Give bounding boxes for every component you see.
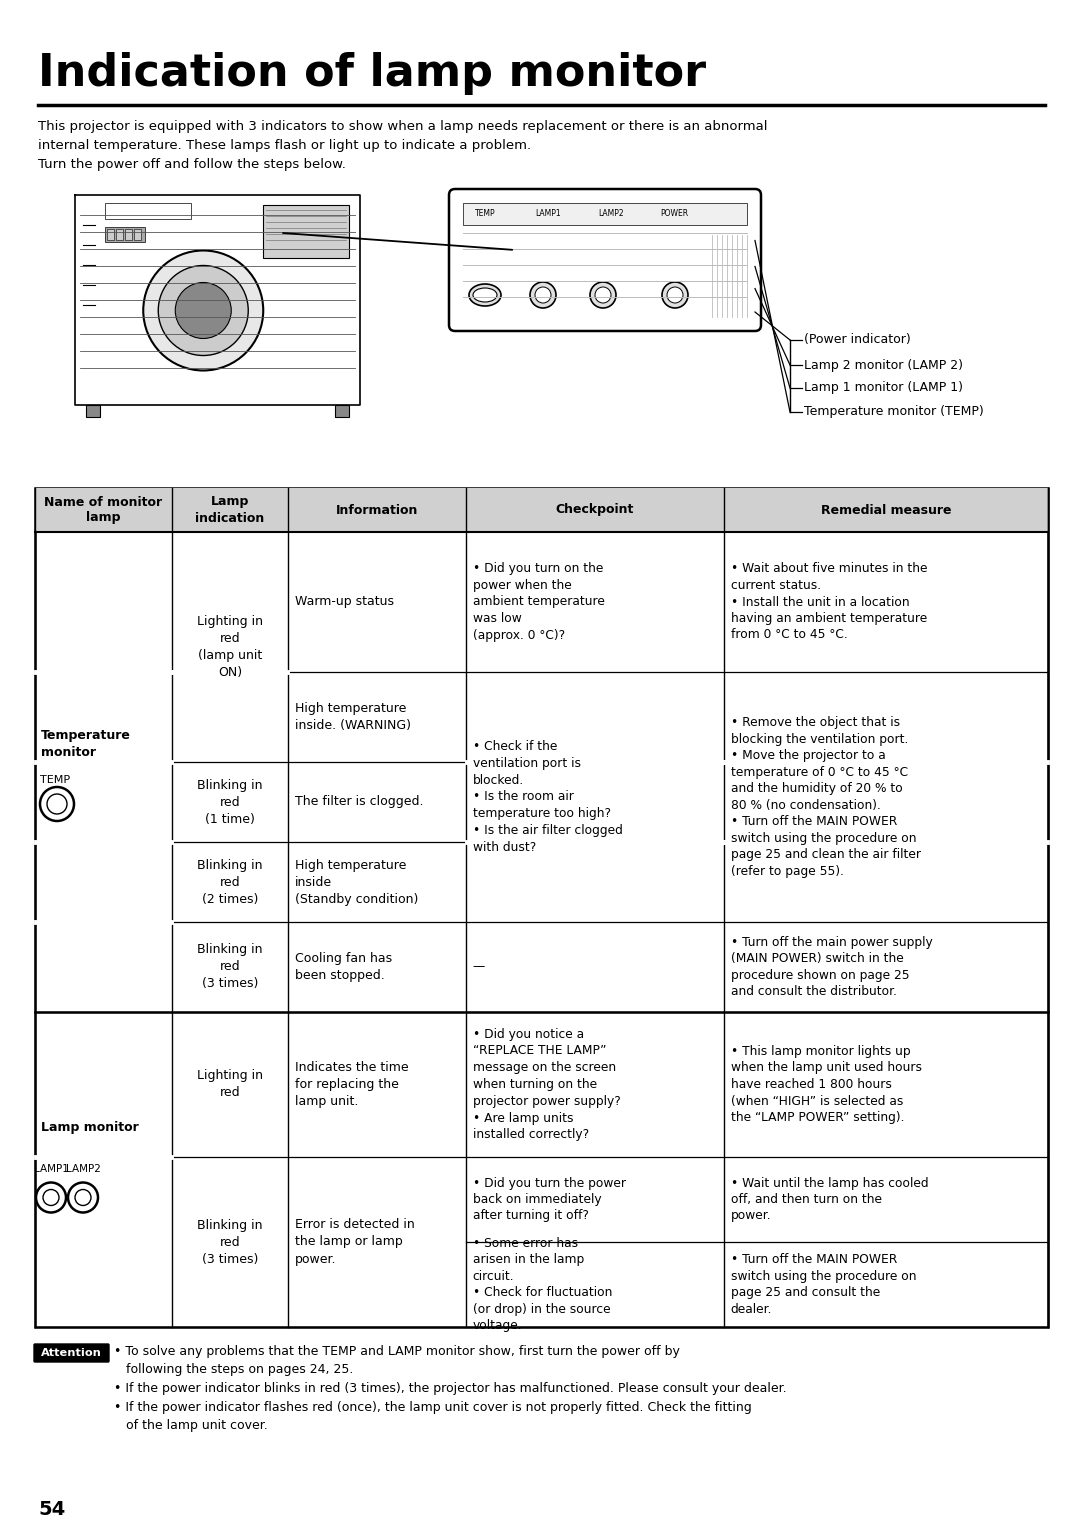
Circle shape (68, 1183, 98, 1213)
Text: Checkpoint: Checkpoint (555, 504, 634, 516)
Text: Temperature monitor (TEMP): Temperature monitor (TEMP) (804, 406, 984, 418)
Ellipse shape (473, 288, 497, 302)
Circle shape (48, 794, 67, 813)
Text: This projector is equipped with 3 indicators to show when a lamp needs replaceme: This projector is equipped with 3 indica… (38, 121, 768, 171)
Text: • Wait about five minutes in the
current status.
• Install the unit in a locatio: • Wait about five minutes in the current… (731, 563, 928, 641)
Text: LAMP2: LAMP2 (598, 209, 624, 218)
Bar (264, 204, 349, 258)
Text: • This lamp monitor lights up
when the lamp unit used hours
have reached 1 800 h: • This lamp monitor lights up when the l… (731, 1045, 922, 1125)
Text: • Did you notice a
“REPLACE THE LAMP”
message on the screen
when turning on the
: • Did you notice a “REPLACE THE LAMP” me… (473, 1027, 620, 1141)
Text: Lamp monitor: Lamp monitor (41, 1122, 138, 1134)
Text: Temperature
monitor: Temperature monitor (41, 729, 131, 758)
Text: Lamp 1 monitor (LAMP 1): Lamp 1 monitor (LAMP 1) (804, 382, 963, 395)
Text: • Remove the object that is
blocking the ventilation port.
• Move the projector : • Remove the object that is blocking the… (731, 716, 921, 877)
Text: The filter is clogged.: The filter is clogged. (295, 795, 423, 809)
Text: • Check if the
ventilation port is
blocked.
• Is the room air
temperature too hi: • Check if the ventilation port is block… (473, 740, 622, 855)
Text: Remedial measure: Remedial measure (821, 504, 951, 516)
Circle shape (43, 1189, 59, 1206)
Text: Lamp
indication: Lamp indication (195, 496, 265, 525)
Text: Blinking in
red
(1 time): Blinking in red (1 time) (198, 778, 262, 826)
Text: • Did you turn on the
power when the
ambient temperature
was low
(approx. 0 °C)?: • Did you turn on the power when the amb… (473, 562, 605, 642)
Circle shape (36, 1183, 66, 1213)
Circle shape (40, 787, 75, 821)
Text: Attention: Attention (41, 1347, 102, 1358)
Bar (125, 229, 132, 240)
Text: Error is detected in
the lamp or lamp
power.: Error is detected in the lamp or lamp po… (295, 1218, 415, 1265)
Circle shape (590, 282, 616, 308)
Text: 54: 54 (38, 1500, 65, 1518)
Bar (105, 203, 190, 220)
Ellipse shape (469, 284, 501, 307)
Text: Blinking in
red
(3 times): Blinking in red (3 times) (198, 1218, 262, 1265)
Bar (35, 488, 1048, 533)
Circle shape (535, 287, 551, 304)
Circle shape (595, 287, 611, 304)
Text: • To solve any problems that the TEMP and LAMP monitor show, first turn the powe: • To solve any problems that the TEMP an… (114, 1344, 786, 1431)
Text: POWER: POWER (660, 209, 688, 218)
Bar (107, 229, 114, 240)
Bar (105, 226, 145, 241)
Text: • Some error has
arisen in the lamp
circuit.
• Check for fluctuation
(or drop) i: • Some error has arisen in the lamp circ… (473, 1236, 612, 1332)
Text: (Power indicator): (Power indicator) (804, 334, 910, 346)
Text: Lamp 2 monitor (LAMP 2): Lamp 2 monitor (LAMP 2) (804, 359, 963, 371)
Bar (134, 229, 141, 240)
Bar (463, 203, 747, 224)
Bar (335, 404, 349, 417)
Text: Information: Information (336, 504, 418, 516)
Circle shape (662, 282, 688, 308)
Text: Lighting in
red: Lighting in red (197, 1070, 264, 1100)
Text: —: — (473, 960, 485, 974)
Text: • Turn off the MAIN POWER
switch using the procedure on
page 25 and consult the
: • Turn off the MAIN POWER switch using t… (731, 1253, 916, 1315)
Text: • Did you turn the power
back on immediately
after turning it off?: • Did you turn the power back on immedia… (473, 1177, 625, 1222)
Text: Lighting in
red
(lamp unit
ON): Lighting in red (lamp unit ON) (197, 615, 264, 679)
Circle shape (530, 282, 556, 308)
Text: TEMP: TEMP (475, 209, 496, 218)
Text: LAMP2: LAMP2 (66, 1164, 100, 1175)
Text: Indication of lamp monitor: Indication of lamp monitor (38, 52, 706, 95)
Text: Cooling fan has
been stopped.: Cooling fan has been stopped. (295, 952, 392, 983)
Bar (35, 488, 1048, 1328)
Text: Warm-up status: Warm-up status (295, 595, 394, 609)
Text: High temperature
inside. (WARNING): High temperature inside. (WARNING) (295, 702, 411, 732)
Circle shape (159, 266, 248, 356)
Text: Blinking in
red
(2 times): Blinking in red (2 times) (198, 859, 262, 905)
Text: Name of monitor
lamp: Name of monitor lamp (44, 496, 162, 525)
Text: • Turn off the main power supply
(MAIN POWER) switch in the
procedure shown on p: • Turn off the main power supply (MAIN P… (731, 935, 933, 998)
Text: High temperature
inside
(Standby condition): High temperature inside (Standby conditi… (295, 859, 419, 905)
Text: LAMP1: LAMP1 (536, 209, 561, 218)
Circle shape (75, 1189, 91, 1206)
FancyBboxPatch shape (33, 1344, 109, 1363)
Text: • Wait until the lamp has cooled
off, and then turn on the
power.: • Wait until the lamp has cooled off, an… (731, 1177, 929, 1222)
Text: TEMP: TEMP (40, 775, 70, 784)
Bar (86, 404, 100, 417)
Text: Blinking in
red
(3 times): Blinking in red (3 times) (198, 943, 262, 990)
Circle shape (144, 250, 264, 371)
Text: Indicates the time
for replacing the
lamp unit.: Indicates the time for replacing the lam… (295, 1061, 409, 1108)
Bar (116, 229, 123, 240)
Circle shape (667, 287, 683, 304)
Text: LAMP1: LAMP1 (33, 1164, 68, 1175)
FancyBboxPatch shape (449, 189, 761, 331)
Circle shape (175, 282, 231, 339)
